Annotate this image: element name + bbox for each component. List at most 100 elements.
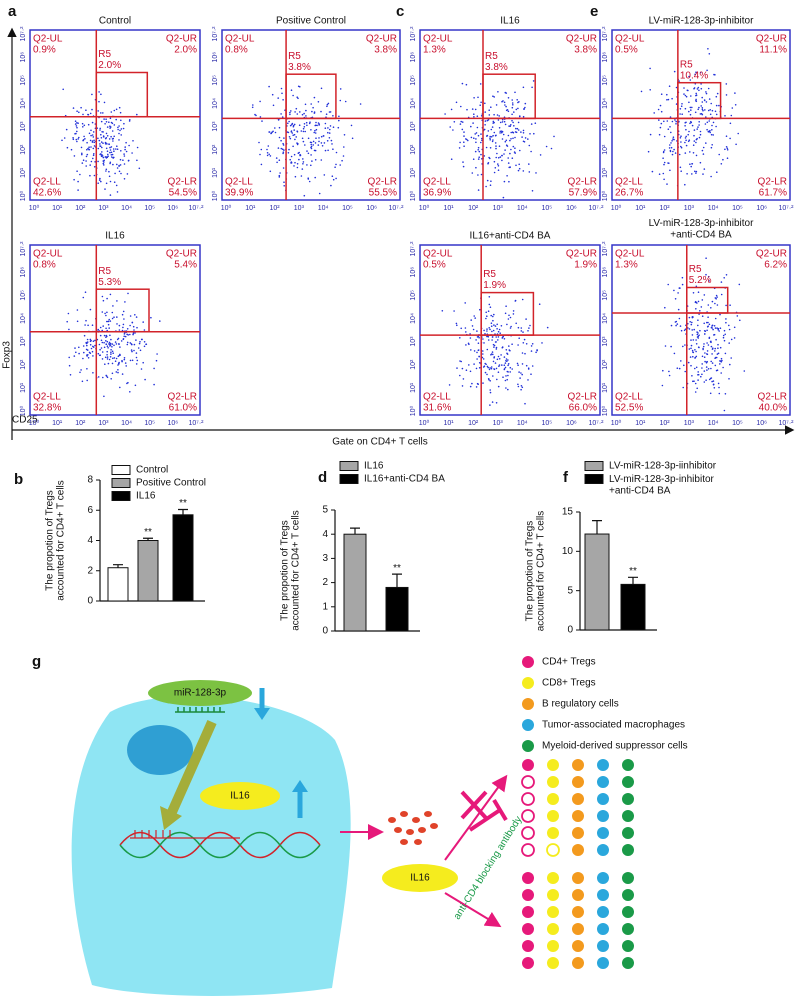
event-dot (82, 357, 84, 360)
event-dot (274, 127, 276, 129)
event-dot (695, 138, 698, 141)
cell-dot (522, 906, 534, 918)
quadrant-label: 26.7% (615, 188, 643, 199)
event-dot (497, 165, 500, 167)
legend-label: IL16 (136, 491, 156, 502)
event-dot (492, 122, 495, 124)
event-dot (474, 317, 477, 319)
event-dot (313, 131, 316, 134)
event-dot (339, 164, 342, 166)
event-dot (496, 323, 499, 326)
event-dot (510, 148, 512, 151)
event-dot (61, 139, 63, 142)
event-dot (133, 349, 135, 352)
event-dot (718, 104, 720, 107)
quadrant-label: Q2-LR (568, 177, 597, 188)
event-dot (507, 371, 509, 373)
event-dot (469, 385, 472, 388)
event-dot (701, 113, 704, 116)
event-dot (476, 351, 478, 354)
event-dot (725, 304, 727, 307)
event-dot (680, 105, 683, 107)
event-dot (303, 194, 306, 197)
event-dot (663, 135, 666, 138)
event-dot (509, 327, 512, 329)
event-dot (72, 107, 75, 109)
y-tick-label: 10² (20, 144, 27, 155)
event-dot (496, 358, 499, 361)
event-dot (453, 121, 456, 123)
r5-gate (95, 71, 149, 118)
event-dot (507, 388, 509, 391)
event-dot (330, 139, 333, 142)
event-dot (477, 146, 480, 149)
event-dot (703, 99, 706, 102)
event-dot (105, 327, 107, 330)
event-dot (282, 99, 284, 101)
event-dot (696, 387, 698, 390)
event-dot (458, 147, 461, 149)
event-dot (507, 110, 510, 113)
event-dot (78, 111, 80, 114)
x-tick-label: 10² (270, 205, 281, 212)
event-dot (292, 124, 295, 127)
quadrant-label: Q2-LL (615, 392, 643, 403)
event-dot (484, 333, 486, 335)
event-dot (670, 324, 673, 327)
event-dot (694, 391, 697, 393)
quadrant-label: 0.9% (33, 45, 56, 56)
event-dot (100, 93, 102, 96)
event-dot (731, 107, 734, 109)
event-dot (332, 115, 334, 117)
event-dot (82, 345, 85, 347)
il16-secreted-shape (382, 864, 458, 892)
cell-dot (597, 906, 609, 918)
event-dot (107, 320, 110, 323)
event-dot (100, 155, 103, 157)
event-dot (77, 180, 79, 183)
cell-dot (622, 872, 634, 884)
event-dot (709, 131, 711, 134)
event-dot (101, 151, 103, 153)
event-dot (153, 383, 155, 386)
event-dot (94, 339, 96, 342)
event-dot (251, 106, 254, 109)
event-dot (268, 153, 271, 156)
event-dot (124, 148, 126, 151)
event-dot (110, 351, 112, 354)
event-dot (126, 341, 129, 344)
event-dot (461, 385, 464, 387)
event-dot (78, 352, 80, 355)
event-dot (725, 94, 728, 96)
event-dot (89, 112, 92, 115)
event-dot (711, 124, 713, 127)
cell-dot (522, 940, 534, 952)
event-dot (76, 320, 79, 323)
event-dot (517, 107, 519, 110)
cell-dot (572, 793, 584, 805)
event-dot (679, 108, 682, 110)
event-dot (81, 153, 83, 156)
event-dot (524, 102, 527, 105)
event-dot (287, 152, 290, 154)
y-tick-label: 10⁴ (20, 98, 27, 109)
bar (385, 586, 409, 632)
event-dot (671, 97, 673, 100)
event-dot (497, 371, 500, 374)
event-dot (302, 140, 305, 143)
event-dot (735, 143, 737, 146)
event-dot (507, 318, 510, 320)
cell-dot (572, 759, 584, 771)
event-dot (490, 136, 493, 138)
event-dot (86, 153, 89, 156)
event-dot (702, 153, 705, 155)
event-dot (532, 80, 535, 82)
event-dot (685, 121, 687, 124)
event-dot (688, 101, 690, 104)
event-dot (130, 343, 133, 345)
event-dot (496, 152, 498, 155)
event-dot (691, 124, 694, 127)
event-dot (295, 107, 298, 110)
event-dot (320, 159, 323, 161)
event-dot (475, 367, 478, 370)
